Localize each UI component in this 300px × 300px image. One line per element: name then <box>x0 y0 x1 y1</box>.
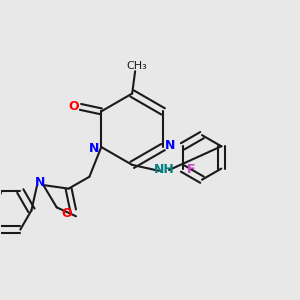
Text: NH: NH <box>154 163 175 176</box>
Text: CH₃: CH₃ <box>126 61 147 71</box>
Text: F: F <box>187 163 195 176</box>
Text: O: O <box>61 207 72 220</box>
Text: N: N <box>89 142 99 155</box>
Text: O: O <box>69 100 79 113</box>
Text: N: N <box>165 139 176 152</box>
Text: N: N <box>34 176 45 189</box>
